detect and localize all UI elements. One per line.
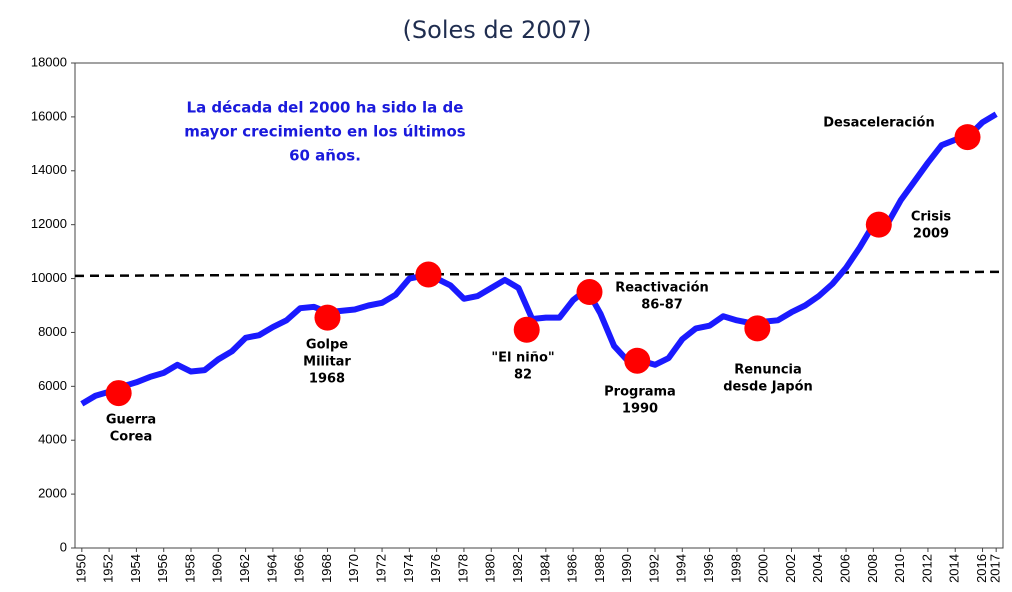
x-tick-label: 2016 [974,554,989,583]
y-tick-label: 10000 [31,270,67,285]
x-tick-label: 1984 [537,554,552,583]
event-marker [865,211,892,238]
event-marker [744,315,771,342]
annotation: 86-87 [641,298,683,313]
x-tick-label: 1962 [237,554,252,583]
x-tick-label: 1992 [646,554,661,583]
event-marker [513,316,540,343]
annotation: Desaceleración [823,116,934,131]
x-tick-label: 2010 [892,554,907,583]
x-tick-label: 2006 [837,554,852,583]
annotation: 2009 [913,227,949,242]
x-tick-label: 1986 [565,554,580,583]
data-line [80,111,998,407]
annotation: desde Japón [723,380,813,395]
annotation: Militar [303,355,351,370]
annotation: Crisis [911,210,952,225]
x-tick-label: 2004 [810,554,825,583]
x-tick-label: 1980 [483,554,498,583]
x-tick-label: 1988 [592,554,607,583]
x-tick-label: 1968 [319,554,334,583]
annotation: Golpe [306,338,348,353]
trend-line [74,270,1004,278]
x-tick-label: 1974 [401,554,416,583]
annotation: 82 [514,368,532,383]
x-tick-label: 2000 [756,554,771,583]
y-tick-label: 16000 [31,108,67,123]
x-tick-label: 2017 [988,554,1003,583]
annotation: 1990 [622,402,658,417]
x-tick-label: 1952 [101,554,116,583]
x-tick-label: 1976 [428,554,443,583]
x-tick-label: 1958 [182,554,197,583]
x-tick-label: 1978 [455,554,470,583]
annotation: Reactivación [615,281,709,296]
x-tick-label: 2008 [865,554,880,583]
x-tick-label: 2002 [783,554,798,583]
x-tick-label: 1982 [510,554,525,583]
event-marker [624,347,651,374]
event-marker [105,380,132,407]
event-marker [415,261,442,288]
x-tick-label: 1996 [701,554,716,583]
x-tick-label: 1950 [73,554,88,583]
plot-frame [74,62,1004,549]
x-tick-label: 2012 [919,554,934,583]
y-tick-label: 18000 [31,54,67,69]
x-tick-label: 1956 [155,554,170,583]
annotation: 1968 [309,372,345,387]
y-tick-label: 12000 [31,216,67,231]
note: mayor crecimiento en los últimos [184,123,466,141]
note: 60 años. [289,147,361,165]
x-tick-label: 2014 [947,554,962,583]
x-tick-label: 1990 [619,554,634,583]
y-tick-label: 4000 [38,432,67,447]
annotation: Guerra [106,413,156,428]
x-tick-label: 1970 [346,554,361,583]
event-marker [954,124,981,151]
x-tick-label: 1960 [210,554,225,583]
note: La década del 2000 ha sido la de [187,99,464,117]
annotation: Renuncia [734,363,802,378]
y-tick-label: 2000 [38,486,67,501]
x-tick-label: 1998 [728,554,743,583]
y-tick-label: 14000 [31,162,67,177]
annotation: "El niño" [491,351,554,366]
event-marker [576,279,603,306]
event-marker [314,304,341,331]
x-tick-label: 1972 [373,554,388,583]
y-tick-label: 0 [60,539,67,554]
x-tick-label: 1994 [674,554,689,583]
x-tick-label: 1954 [128,554,143,583]
x-tick-label: 1964 [264,554,279,583]
chart-title: (Soles de 2007) [403,16,592,44]
annotation: Corea [110,430,152,445]
y-tick-label: 6000 [38,378,67,393]
x-tick-label: 1966 [292,554,307,583]
annotation: Programa [604,385,676,400]
y-tick-label: 8000 [38,324,67,339]
